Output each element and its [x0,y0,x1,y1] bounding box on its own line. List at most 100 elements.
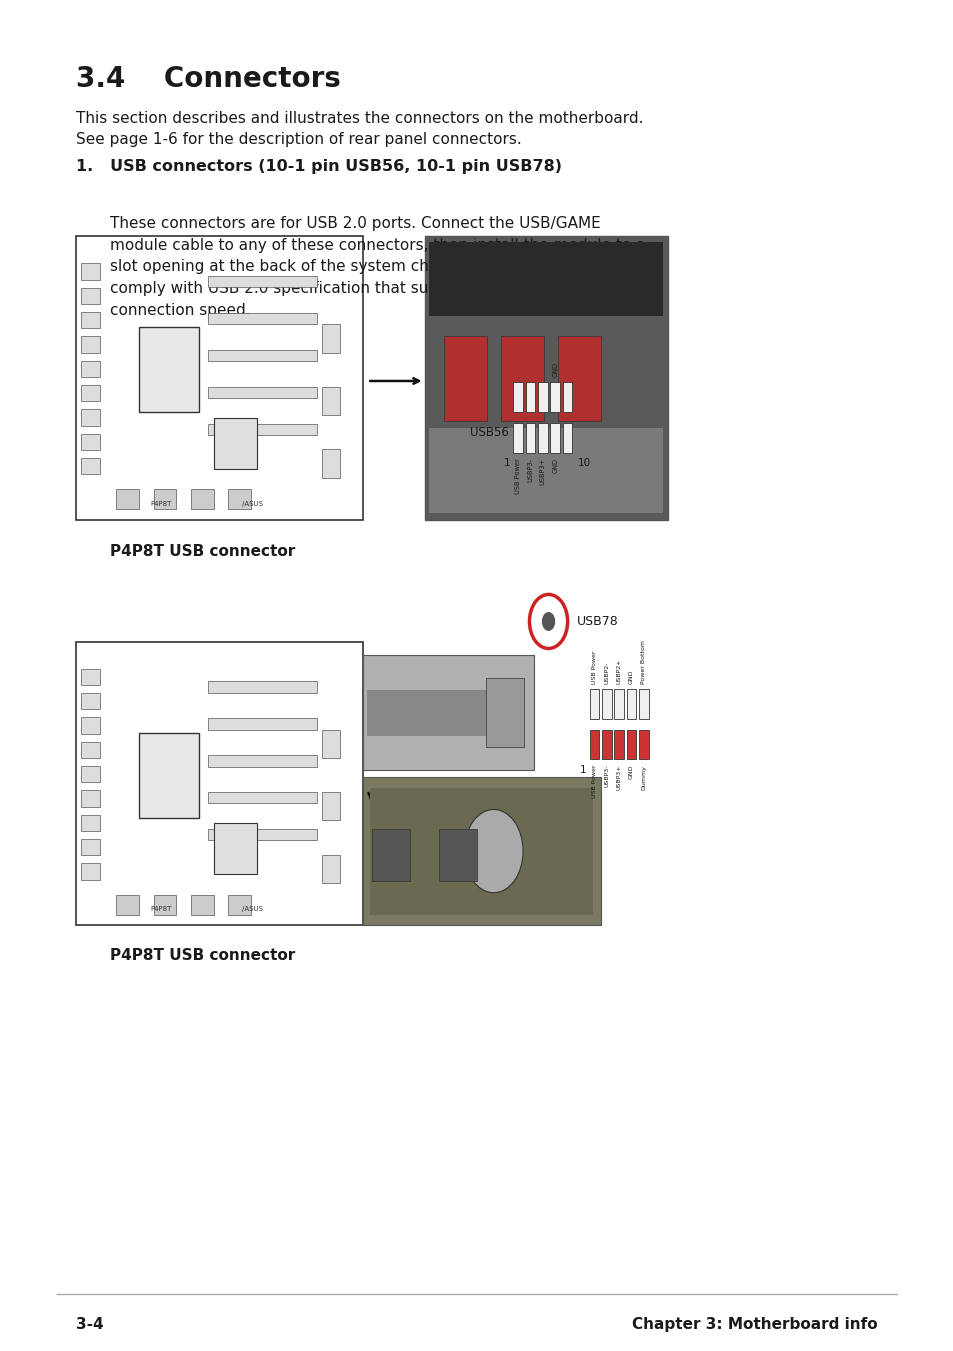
Bar [443,335,486,422]
Bar [322,792,339,820]
Bar [81,693,100,709]
Bar [81,766,100,782]
Text: GND: GND [628,669,634,684]
Bar [639,689,648,719]
Text: These connectors are for USB 2.0 ports. Connect the USB/GAME
module cable to any: These connectors are for USB 2.0 ports. … [110,216,647,317]
Text: USBP3-: USBP3- [603,765,609,788]
Bar [589,730,598,759]
Bar [626,689,636,719]
Bar [525,382,535,412]
Text: GND: GND [628,765,634,780]
Bar [558,335,600,422]
Bar [562,423,572,453]
Bar [208,350,316,361]
Bar [362,655,534,770]
Text: USBP2+: USBP2+ [539,350,545,377]
Bar [322,730,339,758]
Text: Dummy: Dummy [640,765,646,789]
Text: USB Power: USB Power [515,342,520,377]
Text: 1.   USB connectors (10-1 pin USB56, 10-1 pin USB78): 1. USB connectors (10-1 pin USB56, 10-1 … [76,159,561,174]
Bar [81,336,100,353]
Bar [322,324,339,353]
Bar [153,894,176,915]
Bar [486,678,523,747]
Bar [208,276,316,288]
Bar [537,382,547,412]
Bar [213,823,256,874]
Bar [562,382,572,412]
Bar [626,730,636,759]
Bar [614,689,623,719]
Text: 3.4    Connectors: 3.4 Connectors [76,65,341,93]
Bar [81,790,100,807]
Bar [601,689,611,719]
Bar [81,742,100,758]
Bar [81,312,100,328]
Bar [208,830,316,840]
Text: USB Power: USB Power [515,458,520,493]
Bar [372,830,410,881]
Bar [550,423,559,453]
Bar [191,489,213,509]
Text: P4P8T USB connector: P4P8T USB connector [110,948,294,963]
Circle shape [464,809,522,893]
Bar [81,717,100,734]
Circle shape [541,612,555,631]
Bar [537,423,547,453]
Bar [208,719,316,730]
Bar [208,313,316,324]
Bar [429,242,662,316]
Bar [208,424,316,435]
Bar [500,335,543,422]
Bar [322,450,339,478]
Bar [116,894,139,915]
Bar [424,236,667,520]
Bar [81,669,100,685]
Bar [81,385,100,401]
Text: 1: 1 [579,765,586,775]
Text: USBP2-: USBP2- [603,661,609,684]
Text: USBP3-: USBP3- [527,458,533,482]
Bar [116,489,139,509]
Bar [208,681,316,693]
Bar [81,288,100,304]
Bar [76,642,362,925]
Text: Chapter 3: Motherboard info: Chapter 3: Motherboard info [632,1317,877,1332]
Bar [589,689,598,719]
Bar [76,236,362,520]
Bar [614,730,623,759]
Bar [429,428,662,513]
Bar [139,327,199,412]
Bar [438,830,476,881]
Bar [639,730,648,759]
Text: /ASUS: /ASUS [242,907,263,912]
Text: P4P8T: P4P8T [151,907,172,912]
Text: USBP3+: USBP3+ [539,458,545,485]
Bar [139,732,199,817]
Bar [322,386,339,415]
Text: USBP3+: USBP3+ [616,765,621,790]
Bar [81,815,100,831]
Text: 1: 1 [503,458,510,469]
Bar [208,755,316,766]
Bar [550,382,559,412]
Bar [81,361,100,377]
Bar [81,458,100,474]
Text: USB Power: USB Power [591,650,597,684]
Text: GND: GND [552,458,558,473]
Text: USB56: USB56 [469,426,508,439]
Text: P4P8T: P4P8T [151,501,172,507]
Text: This section describes and illustrates the connectors on the motherboard.
See pa: This section describes and illustrates t… [76,111,643,147]
Text: USB78: USB78 [577,615,618,628]
Bar [191,894,213,915]
Text: 5: 5 [578,393,584,404]
Text: USB Power: USB Power [591,765,597,798]
Text: /ASUS: /ASUS [242,501,263,507]
Text: Power Bottom: Power Bottom [640,639,646,684]
Bar [362,777,600,925]
Bar [208,792,316,804]
Bar [322,854,339,884]
Bar [370,788,593,915]
Bar [153,489,176,509]
Text: 10: 10 [578,458,591,469]
